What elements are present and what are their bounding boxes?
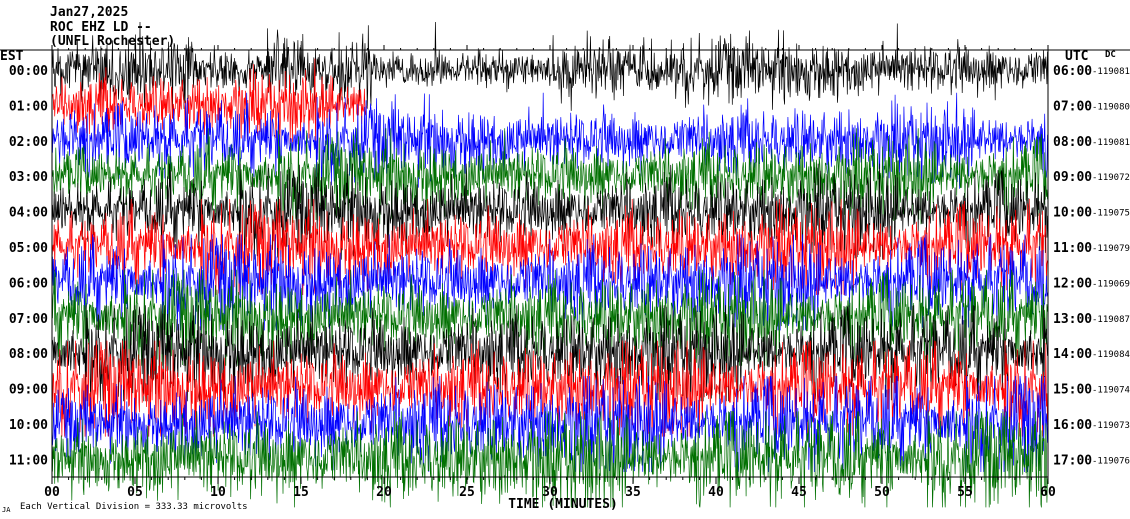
- dc-offset-label: -1190746: [1092, 386, 1130, 396]
- station-label: ROC EHZ LD --: [50, 20, 152, 35]
- utc-time-label: 17:00: [1053, 453, 1092, 468]
- dc-offset-label: -1190722: [1092, 173, 1130, 183]
- est-time-label: 06:00: [9, 276, 48, 291]
- utc-time-label: 10:00: [1053, 206, 1092, 221]
- trace-layer: [51, 21, 1048, 508]
- utc-time-label: 13:00: [1053, 312, 1092, 327]
- est-time-label: 03:00: [9, 170, 48, 185]
- seismic-trace-0300: [51, 128, 1048, 225]
- x-tick-label: 45: [791, 485, 807, 500]
- dc-label: DC: [1105, 50, 1116, 60]
- x-tick-label: 05: [127, 485, 143, 500]
- dc-offset-label: -1190699: [1092, 279, 1130, 289]
- utc-time-label: 11:00: [1053, 241, 1092, 256]
- seismic-trace-0800: [51, 305, 1048, 402]
- dc-offset-label: -1190811: [1092, 67, 1130, 77]
- seismic-trace-0200: [51, 92, 1048, 189]
- utc-time-label: 15:00: [1053, 383, 1092, 398]
- est-time-label: 05:00: [9, 241, 48, 256]
- dc-offset-label: -1190819: [1092, 138, 1130, 148]
- est-label: EST: [0, 49, 24, 64]
- dc-offset-label: -1190797: [1092, 244, 1130, 254]
- x-tick-label: 60: [1040, 485, 1056, 500]
- seismic-trace-0000: [51, 21, 1048, 119]
- x-tick-label: 30: [542, 485, 558, 500]
- est-time-label: 08:00: [9, 347, 48, 362]
- utc-time-label: 09:00: [1053, 170, 1092, 185]
- utc-time-label: 12:00: [1053, 276, 1092, 291]
- est-time-label: 09:00: [9, 383, 48, 398]
- seismic-trace-0600: [51, 234, 1048, 331]
- x-tick-label: 55: [957, 485, 973, 500]
- est-time-label: 02:00: [9, 135, 48, 150]
- utc-time-label: 16:00: [1053, 418, 1092, 433]
- est-time-label: 04:00: [9, 206, 48, 221]
- x-tick-label: 35: [625, 485, 641, 500]
- est-time-label: 00:00: [9, 64, 48, 79]
- utc-time-label: 14:00: [1053, 347, 1092, 362]
- seismic-trace-0400: [51, 163, 1048, 260]
- utc-time-label: 06:00: [1053, 64, 1092, 79]
- dc-offset-label: -1190879: [1092, 315, 1130, 325]
- x-tick-label: 40: [708, 485, 724, 500]
- utc-time-label: 08:00: [1053, 135, 1092, 150]
- seismic-trace-0900: [51, 340, 1048, 437]
- utc-label: UTC: [1065, 49, 1088, 64]
- footer-mark: JA: [2, 506, 11, 514]
- x-axis-title: TIME (MINUTES): [508, 497, 618, 512]
- x-tick-label: 20: [376, 485, 392, 500]
- text-layer: 00 05 10 15 20 25 30 35 40 45 50 55 60 Jan27,2025ROC …: [0, 5, 1130, 514]
- x-tick-label: 25: [459, 485, 475, 500]
- est-time-label: 10:00: [9, 418, 48, 433]
- x-tick-label: 15: [293, 485, 309, 500]
- dc-offset-label: -1190849: [1092, 350, 1130, 360]
- chart-frame: [0, 45, 1130, 484]
- est-time-label: 11:00: [9, 453, 48, 468]
- est-time-label: 07:00: [9, 312, 48, 327]
- x-tick-label: 10: [210, 485, 226, 500]
- dc-offset-label: -1190801: [1092, 102, 1130, 112]
- utc-time-label: 07:00: [1053, 99, 1092, 114]
- scale-footnote: Each Vertical Division = 333.33 microvol…: [20, 502, 248, 512]
- date-label: Jan27,2025: [50, 5, 128, 20]
- dc-offset-label: -1190763: [1092, 456, 1130, 466]
- est-time-label: 01:00: [9, 99, 48, 114]
- seismic-trace-1100: [51, 411, 1048, 508]
- x-tick-label: 50: [874, 485, 890, 500]
- location-label: (UNFL Rochester): [50, 34, 175, 49]
- x-tick-label: 00: [44, 485, 60, 500]
